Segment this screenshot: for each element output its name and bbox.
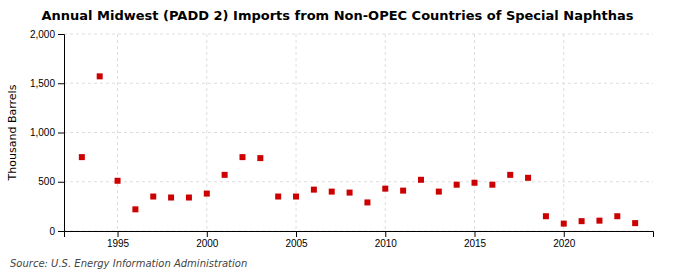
point xyxy=(150,194,156,200)
point xyxy=(454,182,460,188)
point xyxy=(436,189,442,195)
point xyxy=(418,177,424,183)
tick: 500 xyxy=(38,176,64,187)
tick-label: 2005 xyxy=(285,238,308,249)
point xyxy=(204,191,210,197)
point xyxy=(632,220,638,226)
tick: 0 xyxy=(49,226,64,237)
point xyxy=(507,172,513,178)
grid-line xyxy=(206,34,207,231)
point xyxy=(186,195,192,201)
axis-line xyxy=(58,35,65,232)
tick: 1995 xyxy=(107,231,130,249)
point xyxy=(275,194,281,200)
point xyxy=(400,188,406,194)
tick-label: 0 xyxy=(49,226,55,237)
point xyxy=(561,221,567,227)
y-axis: 0 500 1,000 1,500 2,000 xyxy=(30,29,65,237)
point xyxy=(472,180,478,186)
tick-label: 2,000 xyxy=(30,29,55,40)
tick: 2010 xyxy=(375,231,398,249)
grid xyxy=(64,34,653,231)
tick-label: 2010 xyxy=(375,238,398,249)
x-axis: 1995 2000 2005 2010 2015 2020 xyxy=(65,231,654,249)
tick-label: 1,000 xyxy=(30,127,55,138)
tick-mark xyxy=(58,231,64,232)
point xyxy=(364,199,370,205)
point xyxy=(489,182,495,188)
tick-mark xyxy=(385,231,386,237)
tick: 2020 xyxy=(553,231,576,249)
tick-mark xyxy=(296,231,297,237)
tick-mark xyxy=(58,83,64,84)
point xyxy=(239,154,245,160)
point xyxy=(329,189,335,195)
grid-line xyxy=(563,34,564,231)
point xyxy=(579,218,585,224)
point xyxy=(382,186,388,192)
chart: 1995 2000 2005 2010 2015 2020 0 500 1,000 1,500 2,… xyxy=(0,0,675,275)
point xyxy=(222,172,228,178)
point xyxy=(168,195,174,201)
grid-line xyxy=(296,34,297,231)
marks xyxy=(79,73,638,226)
point xyxy=(257,155,263,161)
point xyxy=(525,175,531,181)
plot: 1995 2000 2005 2010 2015 2020 0 500 1,000 1,500 2,… xyxy=(30,29,654,249)
tick-label: 2015 xyxy=(464,238,487,249)
tick: 2005 xyxy=(285,231,308,249)
grid-line xyxy=(474,34,475,231)
tick-label: 1,500 xyxy=(30,78,55,89)
tick: 2,000 xyxy=(30,29,64,40)
point xyxy=(543,213,549,219)
axis-line xyxy=(65,232,654,238)
point xyxy=(311,187,317,193)
grid-line xyxy=(64,181,653,182)
tick-mark xyxy=(118,231,119,237)
tick-mark xyxy=(207,231,208,237)
tick-mark xyxy=(564,231,565,237)
source-note: Source: U.S. Energy Information Administ… xyxy=(10,258,247,269)
title: Annual Midwest (PADD 2) Imports from Non… xyxy=(42,8,634,23)
grid-line xyxy=(117,34,118,231)
point xyxy=(97,73,103,79)
tick: 2015 xyxy=(464,231,487,249)
tick: 1,000 xyxy=(30,127,64,138)
grid-line xyxy=(64,132,653,133)
grid-line xyxy=(385,34,386,231)
point xyxy=(79,154,85,160)
y-axis-label: Thousand Barrels xyxy=(6,84,19,181)
tick-label: 2020 xyxy=(553,238,576,249)
point xyxy=(596,218,602,224)
tick-label: 2000 xyxy=(196,238,219,249)
tick-mark xyxy=(475,231,476,237)
grid-line xyxy=(64,83,653,84)
tick: 2000 xyxy=(196,231,219,249)
point xyxy=(347,190,353,196)
point xyxy=(132,206,138,212)
tick-mark xyxy=(58,34,64,35)
tick-mark xyxy=(58,182,64,183)
tick-mark xyxy=(58,133,64,134)
grid-line xyxy=(64,34,653,35)
point xyxy=(614,213,620,219)
point xyxy=(115,178,121,184)
point xyxy=(293,194,299,200)
tick-label: 1995 xyxy=(107,238,130,249)
tick-label: 500 xyxy=(38,176,55,187)
tick: 1,500 xyxy=(30,78,64,89)
